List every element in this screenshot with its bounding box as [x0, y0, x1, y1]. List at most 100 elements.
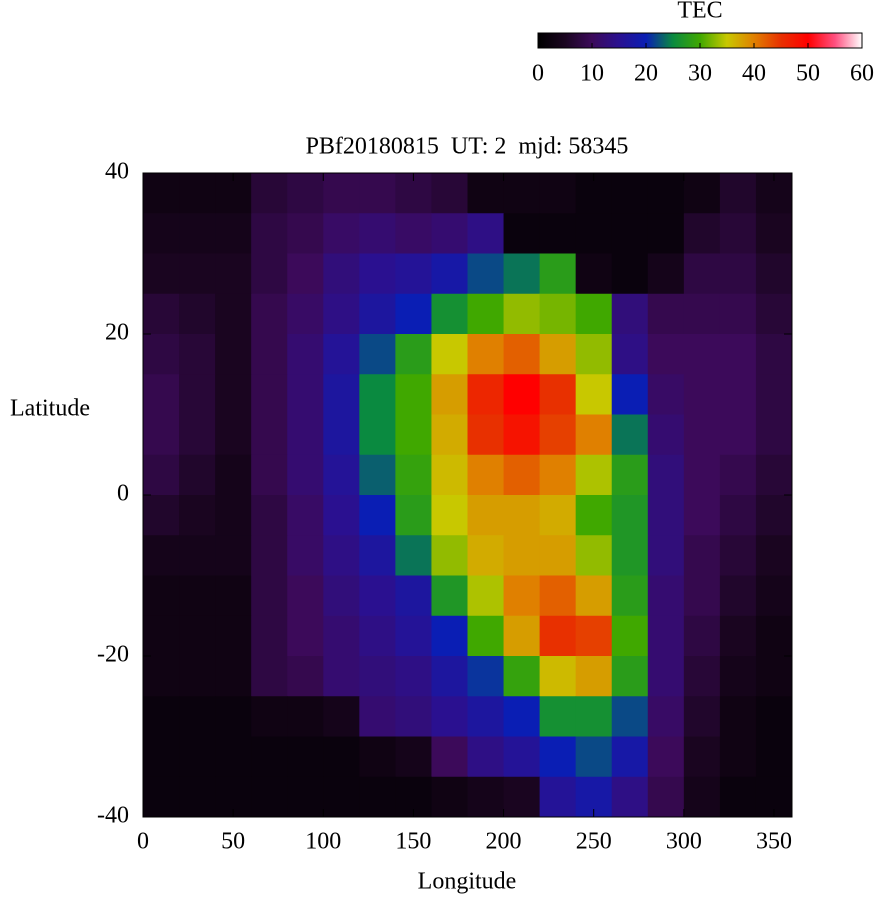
heat-cell: [251, 535, 288, 576]
x-tick-label: 150: [395, 829, 431, 855]
heat-cell: [287, 213, 324, 254]
heat-cell: [683, 454, 721, 496]
heat-cell: [611, 293, 649, 335]
heat-cell: [143, 454, 180, 496]
heat-cell: [251, 495, 288, 536]
heat-cell: [575, 575, 613, 617]
heat-cell: [683, 253, 721, 295]
heat-cell: [575, 696, 613, 737]
heat-cell: [467, 656, 505, 697]
heat-cell: [431, 374, 468, 415]
heat-cell: [503, 656, 541, 697]
heat-cell: [395, 575, 432, 617]
heat-cell: [323, 776, 360, 818]
heat-cell: [359, 575, 396, 617]
heat-cell: [215, 736, 252, 778]
heat-cell: [647, 776, 685, 818]
chart-title: PBf20180815 UT: 2 mjd: 58345: [306, 134, 629, 160]
heat-cell: [539, 414, 577, 456]
heat-cell: [359, 776, 396, 818]
heat-cell: [611, 656, 649, 697]
heat-cell: [215, 334, 252, 375]
heat-cell: [683, 656, 721, 697]
heat-cell: [323, 615, 360, 657]
heat-cell: [431, 414, 468, 456]
heat-cell: [503, 696, 541, 737]
heat-cell: [467, 736, 505, 778]
heat-cell: [431, 173, 468, 214]
heat-cell: [647, 575, 685, 617]
y-axis-label: Latitude: [10, 396, 90, 422]
heat-cell: [359, 414, 396, 456]
heat-cell: [467, 414, 505, 456]
x-tick-label: 100: [305, 829, 341, 855]
heat-cell: [143, 736, 180, 778]
heat-cell: [287, 615, 324, 657]
heat-cell: [179, 495, 216, 536]
colorbar-tick-label: 60: [850, 61, 874, 87]
heat-cell: [143, 374, 180, 415]
heat-cell: [215, 293, 252, 335]
heat-cell: [503, 736, 541, 778]
heat-cell: [215, 535, 252, 576]
heat-cell: [251, 374, 288, 415]
heat-cell: [179, 334, 216, 375]
heat-cell: [215, 495, 252, 536]
heat-cell: [467, 495, 505, 536]
heat-cell: [575, 253, 613, 295]
heat-cell: [467, 454, 505, 496]
heat-cell: [287, 293, 324, 335]
heat-cell: [143, 535, 180, 576]
heat-cell: [755, 656, 793, 697]
heat-cell: [323, 656, 360, 697]
heat-cell: [431, 495, 468, 536]
heat-cell: [719, 334, 757, 375]
heat-cell: [755, 213, 793, 254]
heat-cell: [611, 696, 649, 737]
heat-cell: [683, 495, 721, 536]
heat-cell: [287, 696, 324, 737]
heat-cell: [647, 334, 685, 375]
y-tick-label: -40: [97, 803, 129, 829]
heat-cell: [179, 454, 216, 496]
heat-cell: [755, 454, 793, 496]
heat-cell: [359, 736, 396, 778]
heat-cell: [179, 173, 216, 214]
heat-cell: [503, 293, 541, 335]
colorbar-tick-label: 20: [634, 61, 658, 87]
colorbar-label: TEC: [677, 0, 722, 24]
heat-cell: [575, 213, 613, 254]
heat-cell: [323, 293, 360, 335]
heat-cell: [575, 414, 613, 456]
heat-cell: [395, 454, 432, 496]
heat-cell: [143, 334, 180, 375]
heat-cell: [323, 374, 360, 415]
heat-cell: [143, 173, 180, 214]
heat-cell: [755, 736, 793, 778]
heat-cell: [647, 293, 685, 335]
heat-cell: [647, 736, 685, 778]
heat-cell: [503, 334, 541, 375]
heat-cell: [395, 656, 432, 697]
heat-cell: [215, 374, 252, 415]
heat-cell: [755, 374, 793, 415]
heat-cell: [611, 454, 649, 496]
heat-cell: [287, 656, 324, 697]
y-tick-label: 20: [105, 320, 129, 346]
heat-cell: [719, 575, 757, 617]
heat-cell: [431, 454, 468, 496]
heat-cell: [323, 334, 360, 375]
heat-cell: [683, 374, 721, 415]
heat-cell: [503, 535, 541, 576]
heat-cell: [683, 535, 721, 576]
heat-cell: [395, 253, 432, 295]
heat-cell: [431, 776, 468, 818]
heat-cell: [719, 374, 757, 415]
heat-cell: [215, 615, 252, 657]
heat-cell: [755, 575, 793, 617]
heat-cell: [359, 374, 396, 415]
heat-cell: [503, 454, 541, 496]
heat-cell: [143, 696, 180, 737]
heat-cell: [503, 615, 541, 657]
